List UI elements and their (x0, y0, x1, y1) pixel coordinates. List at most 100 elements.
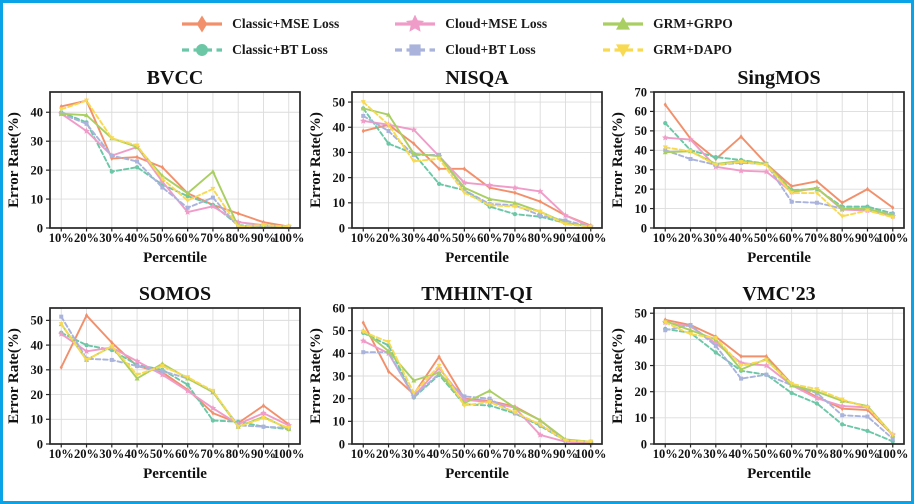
y-tick-label: 50 (635, 307, 648, 321)
chart-bvcc: 0 10 20 30 40 10% 20% 30% 40% 50% 60% 70% 80% 90% 100%… (4, 64, 306, 280)
x-tick-label: 10% (653, 447, 678, 461)
star-icon (209, 404, 217, 411)
x-tick-label: 70% (502, 231, 527, 245)
x-axis-label: Percentile (143, 466, 207, 482)
circle-icon (663, 120, 668, 126)
square-icon (764, 372, 769, 377)
chart-title: SingMOS (737, 67, 820, 89)
x-tick-label: 20% (74, 231, 99, 245)
triangle-down-icon (360, 329, 366, 335)
gridlines (352, 92, 602, 229)
triangle-up-icon (461, 185, 467, 190)
thin-diamond-icon (386, 368, 391, 374)
star-icon (562, 212, 569, 219)
triangle-up-icon (58, 111, 64, 116)
triangle-down-icon (210, 388, 216, 394)
square-icon (688, 323, 693, 327)
thin-diamond-icon (815, 178, 819, 184)
triangle-down-icon (789, 381, 795, 387)
x-tick-label: 50% (452, 447, 477, 461)
triangle-up-icon (411, 378, 417, 383)
triangle-down-icon (260, 416, 266, 421)
series-cloud-mse-loss (360, 117, 594, 230)
legend-label: Classic+BT Loss (232, 42, 328, 57)
legend-label: GRM+DAPO (653, 42, 733, 57)
square-icon (185, 205, 190, 210)
x-tick-label: 90% (251, 231, 276, 245)
y-tick-label: 10 (635, 411, 648, 425)
triangle-down-icon (411, 391, 417, 396)
y-tick-label: 40 (31, 338, 44, 352)
x-tick-label: 30% (703, 231, 728, 245)
triangle-up-icon (537, 417, 543, 423)
x-tick-label: 20% (376, 231, 401, 245)
chart-svg-vmc-23: 0 10 20 30 40 50 10% 20% 30% 40% 50% 60% 70% 80% 90%10… (610, 283, 908, 482)
x-tick-label: 20% (678, 231, 703, 245)
triangle-down-icon (84, 98, 90, 104)
star-icon (763, 168, 770, 175)
plot-box (653, 307, 905, 445)
x-tick-label: 50% (150, 447, 175, 461)
y-tick-label: 30 (333, 146, 346, 160)
circle-icon (196, 44, 209, 56)
x-tick-label: 40% (427, 447, 452, 461)
x-tick-label: 100% (273, 231, 304, 245)
triangle-down-icon (58, 322, 64, 327)
square-icon (361, 113, 366, 118)
chart-somos: 0 10 20 30 40 50 10% 20% 30% 40% 50% 60% 70% 80% 90% 10… (4, 280, 306, 496)
triangle-down-icon (864, 405, 870, 410)
chart-svg-tmhint-qi: 0 10 20 30 40 50 60 10% 20% 30% 40% 50% 60% 70% 80% 90%… (308, 283, 606, 482)
y-tick-label: 20 (31, 163, 44, 177)
triangle-up-icon (159, 173, 165, 178)
y-tick-label: 50 (635, 124, 648, 138)
triangle-down-icon (235, 424, 241, 430)
chart-title: BVCC (147, 67, 204, 89)
x-tick-label: 30% (703, 447, 728, 461)
triangle-down-icon (512, 410, 518, 415)
legend-label: Cloud+MSE Loss (445, 16, 548, 31)
y-tick-label: 20 (635, 385, 648, 399)
chart-title: NISQA (445, 67, 509, 89)
triangle-down-icon (84, 357, 90, 363)
chart-title: VMC'23 (742, 283, 815, 305)
star-icon (83, 127, 90, 134)
circle-icon (84, 342, 89, 348)
x-tick-label: 80% (226, 231, 251, 245)
star-icon (737, 167, 745, 174)
triangle-down-icon (562, 222, 568, 227)
legend-classic-mse-loss-line-marker-icon (182, 15, 223, 33)
y-tick-label: 0 (37, 221, 43, 235)
thin-diamond-icon (739, 353, 743, 359)
x-tick-label: 70% (200, 447, 225, 461)
thin-diamond-icon (764, 353, 768, 359)
series-grm-dapo (58, 322, 292, 431)
chart-svg-bvcc: 0 10 20 30 40 10% 20% 30% 40% 50% 60% 70% 80% 90%100%… (6, 67, 304, 266)
triangle-up-icon (411, 151, 417, 156)
triangle-down-icon (109, 136, 115, 141)
x-tick-label: 10% (351, 231, 376, 245)
thin-diamond-icon (462, 166, 466, 172)
thin-diamond-icon (361, 320, 365, 326)
x-tick-label: 10% (49, 447, 74, 461)
y-tick-label: 20 (333, 171, 346, 185)
x-tick-label: 40% (729, 447, 754, 461)
x-tick-label: 90% (251, 447, 276, 461)
star-icon (838, 402, 846, 409)
square-icon (487, 396, 492, 401)
triangle-down-icon (487, 203, 493, 208)
y-tick-label: 30 (635, 359, 648, 373)
star-icon (184, 208, 191, 215)
triangle-down-icon (411, 159, 417, 164)
y-tick-label: 30 (635, 163, 648, 177)
series-classic-bt-loss (59, 110, 291, 229)
y-tick-label: 10 (635, 202, 648, 216)
star-icon (360, 337, 367, 344)
y-tick-label: 20 (333, 392, 346, 406)
chart-vmc-23: 0 10 20 30 40 50 10% 20% 30% 40% 50% 60% 70% 80% 90% 10… (608, 280, 910, 496)
circle-icon (814, 401, 820, 406)
plot-box (49, 307, 301, 445)
chart-svg-nisqa: 0 10 20 30 40 50 10% 20% 30% 40% 50% 60% 70% 80% 90%10… (308, 67, 606, 266)
star-icon (410, 126, 418, 133)
thin-diamond-icon (538, 199, 542, 205)
thin-diamond-icon (59, 364, 63, 370)
